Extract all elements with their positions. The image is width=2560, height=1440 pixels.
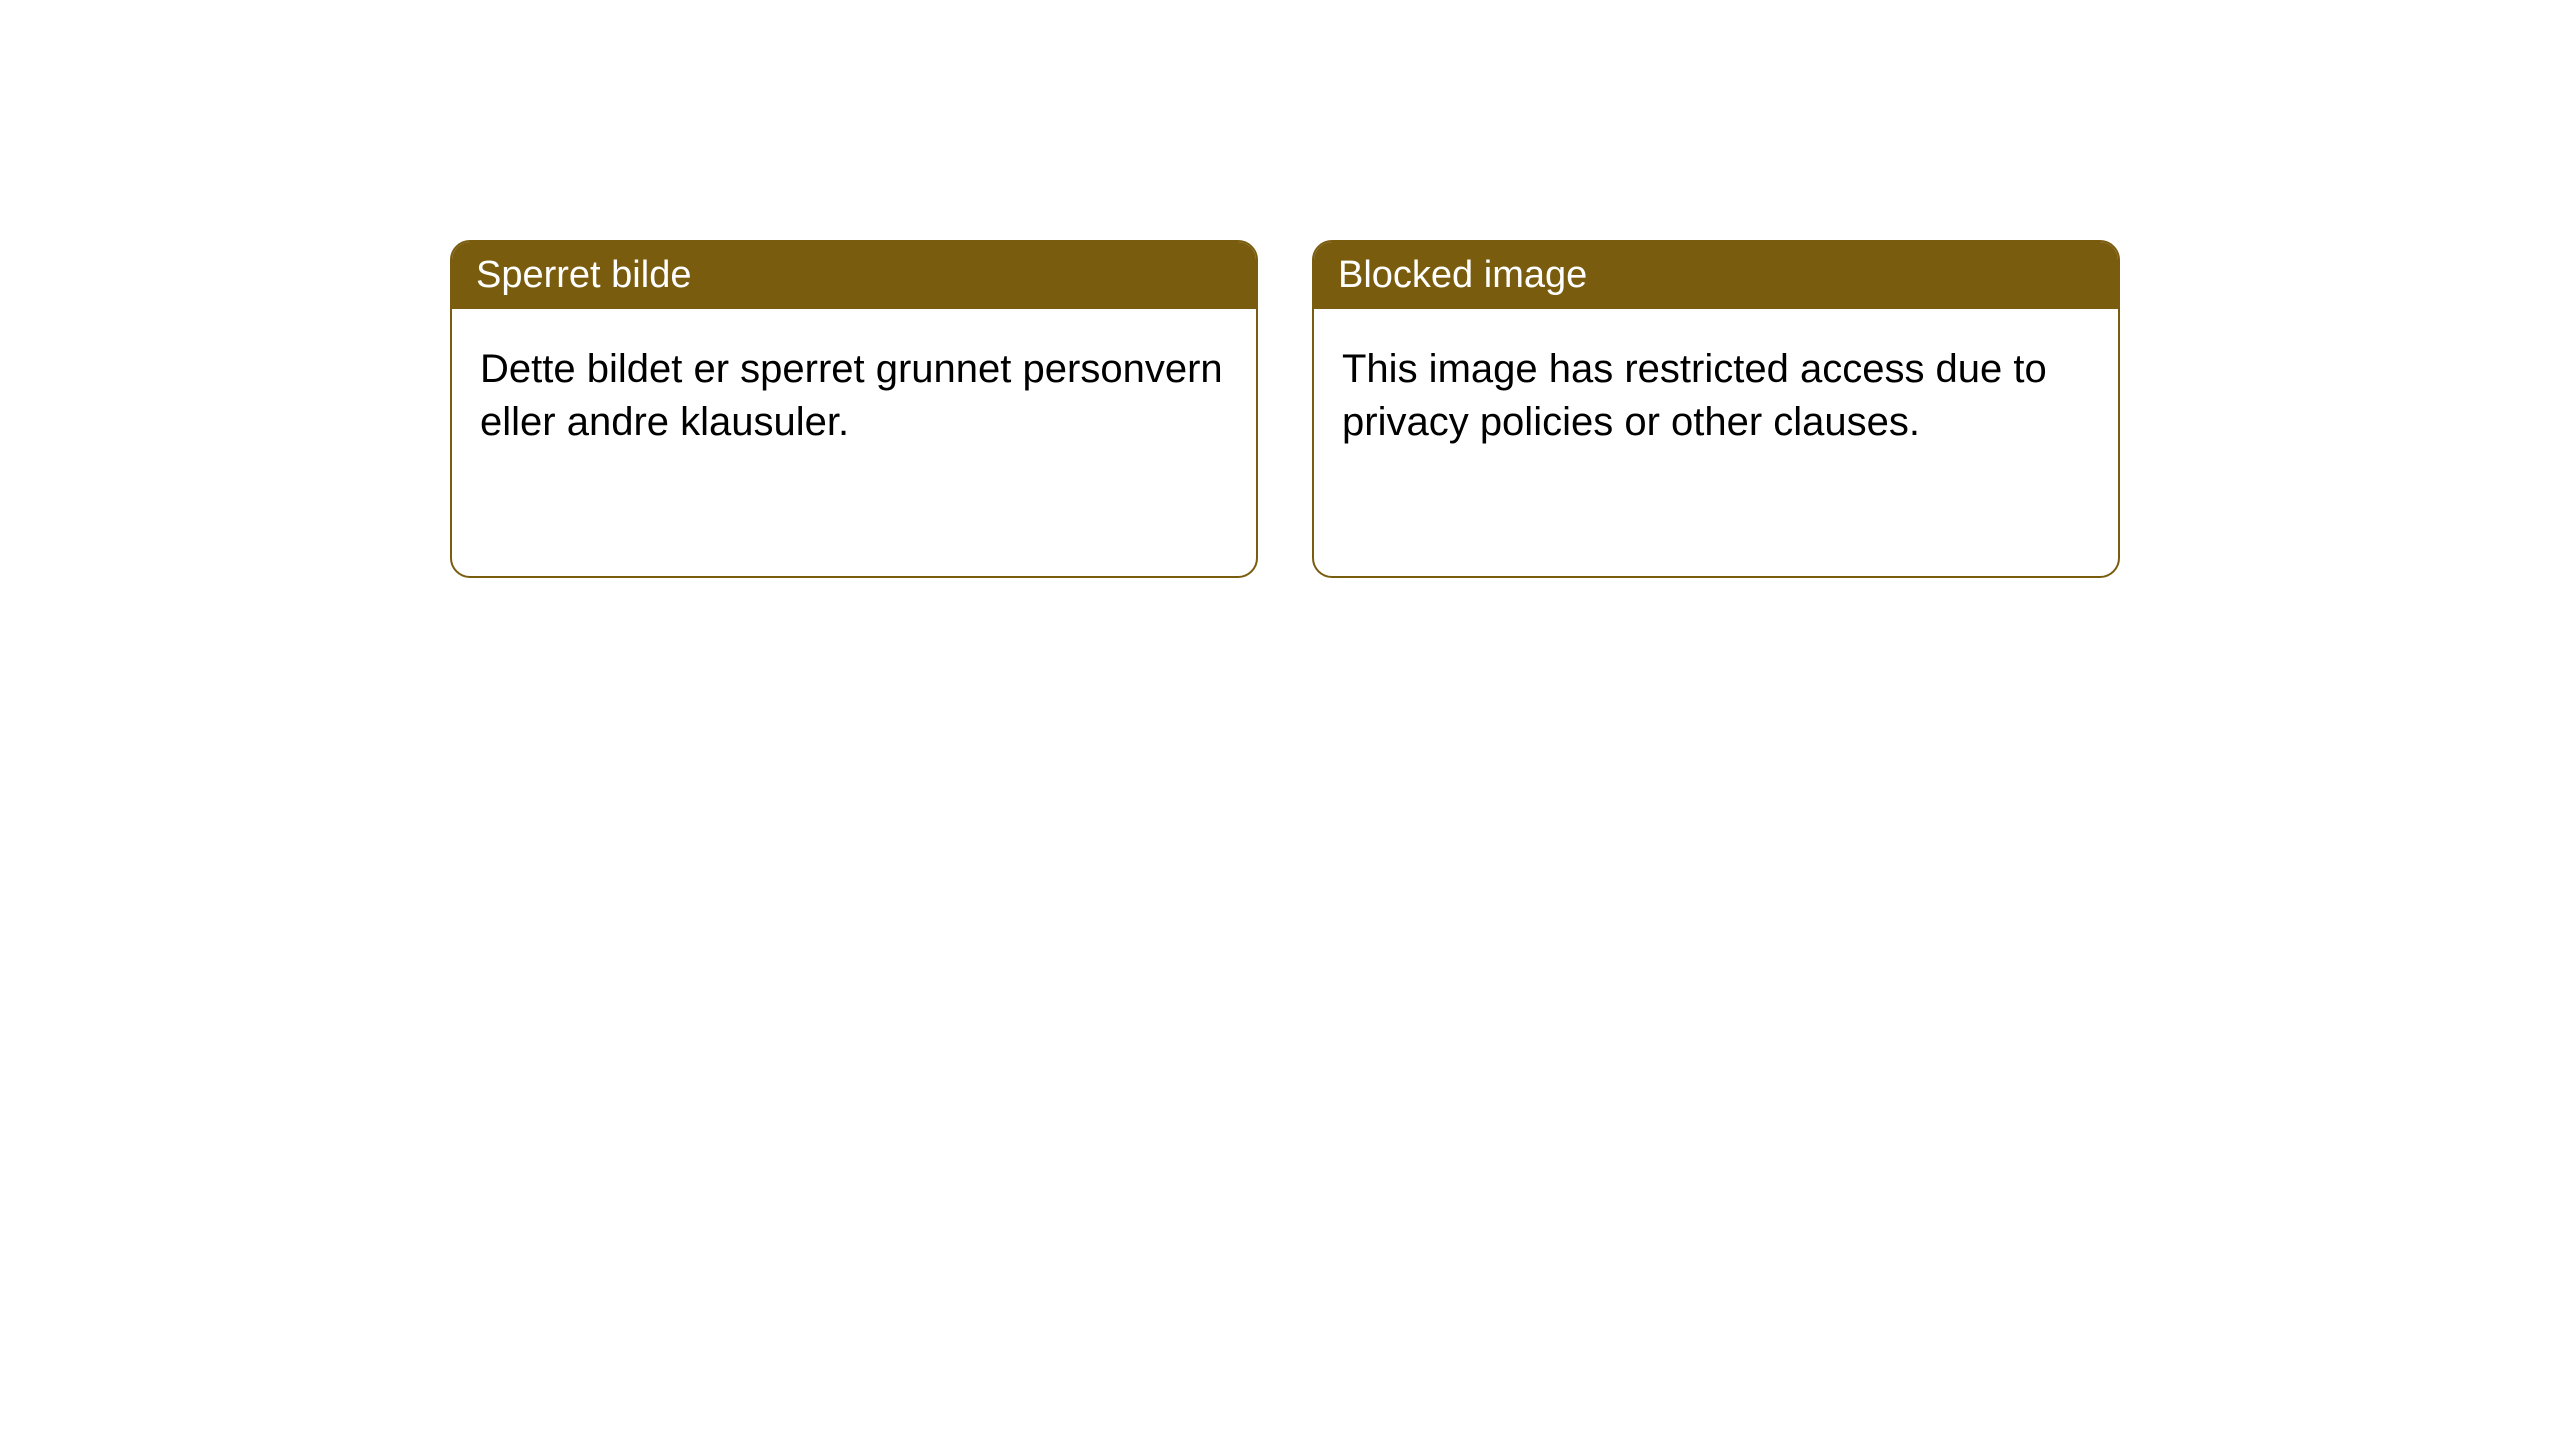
notice-container: Sperret bilde Dette bildet er sperret gr… <box>0 0 2560 578</box>
notice-header-english: Blocked image <box>1314 242 2118 309</box>
notice-body-english: This image has restricted access due to … <box>1314 309 2118 483</box>
notice-header-norwegian: Sperret bilde <box>452 242 1256 309</box>
notice-card-norwegian: Sperret bilde Dette bildet er sperret gr… <box>450 240 1258 578</box>
notice-card-english: Blocked image This image has restricted … <box>1312 240 2120 578</box>
notice-body-norwegian: Dette bildet er sperret grunnet personve… <box>452 309 1256 483</box>
